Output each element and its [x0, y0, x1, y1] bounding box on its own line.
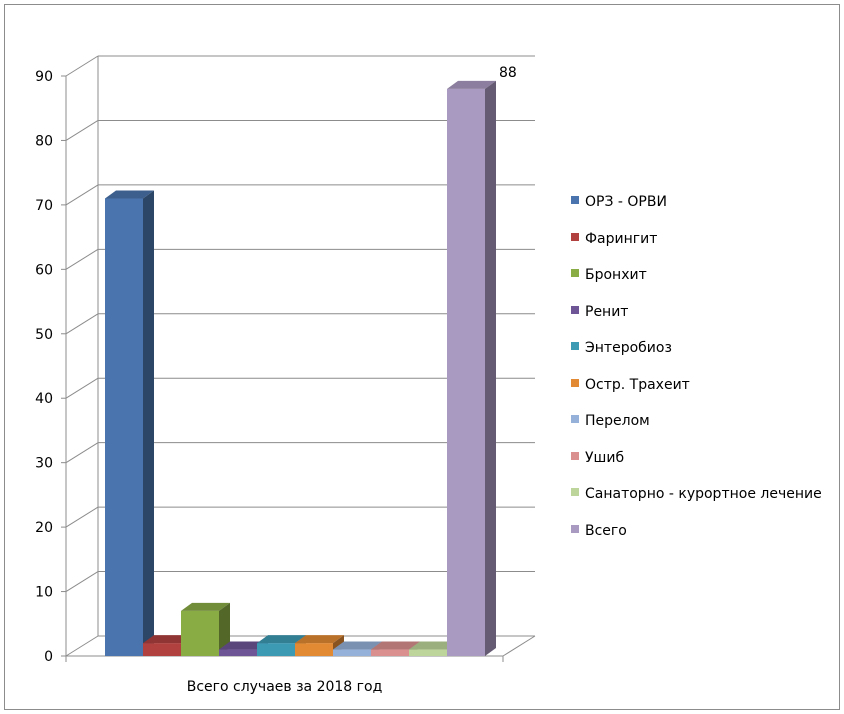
y-tick-label: 50 [35, 327, 53, 343]
legend-item: Санаторно - курортное лечение [571, 485, 822, 503]
y-tick-label: 90 [35, 69, 53, 85]
bar-front [295, 643, 333, 656]
data-label: 88 [499, 65, 517, 81]
bar-top [447, 80, 496, 89]
legend-item: Перелом [571, 412, 650, 430]
bar-top [257, 635, 306, 644]
floor-right-edge [502, 635, 536, 657]
legend-swatch [571, 451, 579, 460]
legend-label: Ушиб [585, 449, 625, 466]
legend-label: Фарингит [585, 230, 658, 247]
bar-side [219, 602, 230, 656]
legend-label: ОРЗ - ОРВИ [585, 194, 667, 210]
bar-front [447, 88, 485, 656]
bar-front [143, 643, 181, 656]
legend-label: Бронхит [585, 267, 647, 283]
legend-item: Всего [571, 522, 627, 540]
legend-item: Ренит [571, 303, 628, 321]
bar-top [333, 641, 382, 650]
legend-label: Всего [585, 522, 627, 539]
legend-swatch [571, 305, 579, 314]
bar-front [371, 649, 409, 656]
y-tick-label: 80 [35, 133, 53, 149]
y-tick-label: 40 [35, 391, 53, 407]
gridline-diag [65, 313, 99, 335]
bar-front [219, 649, 257, 656]
legend-label: Санаторно - курортное лечение [585, 486, 822, 502]
gridline-diag [65, 184, 99, 206]
legend-swatch [571, 488, 579, 496]
gridline-diag [65, 120, 99, 141]
gridline-diag [65, 442, 99, 464]
y-tick-label: 10 [35, 585, 53, 601]
legend-swatch [571, 378, 579, 387]
y-tick-label: 70 [35, 198, 53, 214]
legend-swatch [571, 269, 579, 277]
legend-item: Бронхит [571, 266, 647, 284]
legend-label: Перелом [585, 413, 650, 429]
x-category-label: Всего случаев за 2018 год [187, 679, 383, 695]
legend-label: Энтеробиоз [585, 340, 672, 356]
chart-svg: 0 10 20 30 40 50 60 70 80 90 88 Всего случаев за 20… [35, 55, 536, 695]
chart-frame: 0 10 20 30 40 50 60 70 80 90 88 Всего случаев за 20… [4, 4, 840, 710]
bar-top [295, 635, 344, 644]
legend-swatch [571, 232, 579, 241]
bar-front [257, 643, 295, 656]
gridline-diag [65, 571, 99, 592]
legend-item: Фарингит [571, 230, 657, 248]
legend-swatch [571, 415, 579, 423]
bar-top [143, 635, 192, 644]
bar-top [181, 602, 230, 611]
y-tick-label: 30 [35, 456, 53, 472]
legend-swatch [571, 196, 579, 204]
bar-front [409, 649, 447, 656]
gridline-diag [65, 377, 99, 399]
gridline-diag [65, 635, 99, 657]
legend-item: Остр. Трахеит [571, 376, 690, 394]
bar-top [371, 641, 420, 650]
bar-front [333, 649, 371, 656]
bar-side [143, 190, 154, 656]
gridline-diag [65, 506, 99, 528]
bar-top [105, 190, 154, 199]
bar-top [409, 641, 458, 650]
bar-front [105, 198, 143, 656]
gridline-diag [65, 248, 99, 270]
legend-label: Ренит [585, 303, 629, 320]
bar-front [181, 610, 219, 656]
bar-side [485, 80, 496, 656]
bar-top [219, 641, 268, 650]
y-tick-label: 0 [44, 649, 53, 665]
legend-item: ОРЗ - ОРВИ [571, 193, 667, 211]
gridline-diag [65, 55, 99, 77]
legend-item: Энтеробиоз [571, 339, 672, 357]
legend-swatch [571, 342, 579, 350]
legend-label: Остр. Трахеит [585, 376, 690, 393]
y-tick-label: 60 [35, 262, 53, 278]
y-tick-label: 20 [35, 520, 53, 536]
legend-swatch [571, 524, 579, 533]
legend-item: Ушиб [571, 449, 624, 467]
